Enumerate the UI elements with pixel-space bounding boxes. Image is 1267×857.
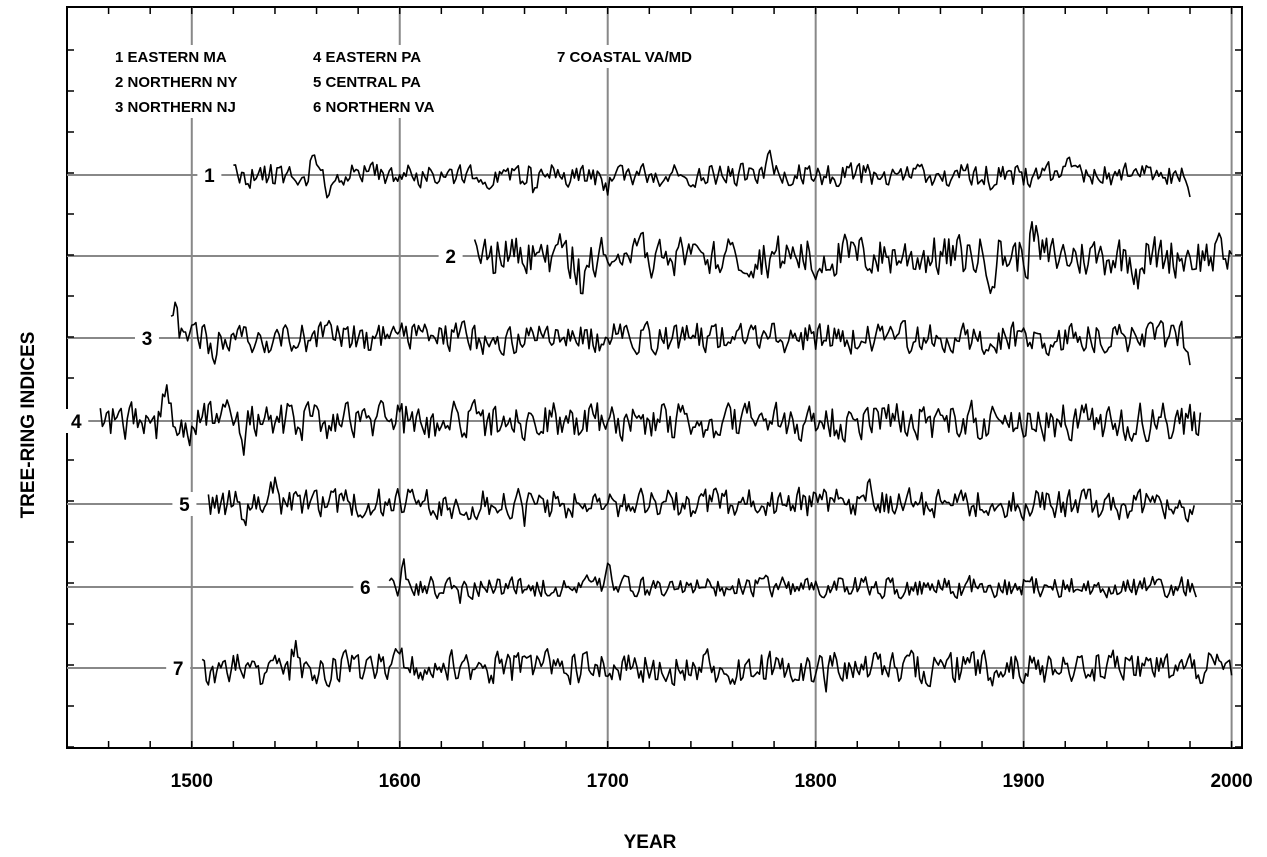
- series-label-1: 1: [204, 166, 215, 187]
- series-label-2: 2: [445, 247, 456, 268]
- series-line-6: [388, 558, 1197, 605]
- legend: 1 EASTERN MA 2 NORTHERN NY 3 NORTHERN NJ…: [115, 49, 692, 116]
- series-line-7: [201, 639, 1233, 693]
- x-tick-label-1800: 1800: [795, 771, 837, 792]
- series-label-6: 6: [360, 578, 371, 599]
- series-label-bg-7: [166, 656, 191, 680]
- legend-background: [108, 45, 720, 118]
- x-tick-label-1700: 1700: [587, 771, 629, 792]
- legend-entry-6: 6 NORTHERN VA: [313, 99, 435, 116]
- series-label-bg-2: [438, 244, 463, 268]
- legend-bg-col2: [306, 45, 511, 118]
- x-tick-label-1500: 1500: [171, 771, 213, 792]
- x-tick-label-1600: 1600: [379, 771, 421, 792]
- legend-bg-col1: [108, 45, 303, 118]
- legend-entry-3: 3 NORTHERN NJ: [115, 99, 236, 116]
- series-line-1: [233, 149, 1191, 199]
- legend-entry-1: 1 EASTERN MA: [115, 49, 227, 66]
- legend-entry-4: 4 EASTERN PA: [313, 49, 421, 66]
- series-label-bg-4: [64, 409, 89, 433]
- minor-ticks: [67, 7, 1242, 748]
- series-label-7: 7: [173, 659, 184, 680]
- x-axis-title: YEAR: [624, 832, 677, 853]
- series-layer: 1 2 3 4 5 6 7: [64, 149, 1233, 693]
- x-tick-label-2000: 2000: [1210, 771, 1252, 792]
- grid: [67, 7, 1242, 748]
- plot-frame: [66, 6, 1243, 749]
- series-label-bg-6: [353, 575, 378, 599]
- series-line-5: [207, 476, 1195, 528]
- x-tick-label-1900: 1900: [1002, 771, 1044, 792]
- series-line-4: [99, 384, 1202, 456]
- legend-entry-5: 5 CENTRAL PA: [313, 74, 421, 91]
- legend-entry-7: 7 COASTAL VA/MD: [557, 49, 692, 66]
- series-label-bg-1: [197, 163, 222, 187]
- y-axis-title: TREE-RING INDICES: [18, 332, 39, 519]
- series-line-2: [473, 221, 1233, 295]
- legend-entry-2: 2 NORTHERN NY: [115, 74, 238, 91]
- series-label-bg-3: [134, 326, 159, 350]
- series-label-4: 4: [71, 412, 82, 433]
- series-label-3: 3: [142, 329, 153, 350]
- x-tick-labels: 1500 1600 1700 1800 1900 2000: [171, 771, 1253, 792]
- legend-bg-col3: [550, 45, 720, 68]
- series-label-bg-5: [172, 492, 197, 516]
- series-label-5: 5: [179, 495, 190, 516]
- series-line-3: [170, 301, 1191, 366]
